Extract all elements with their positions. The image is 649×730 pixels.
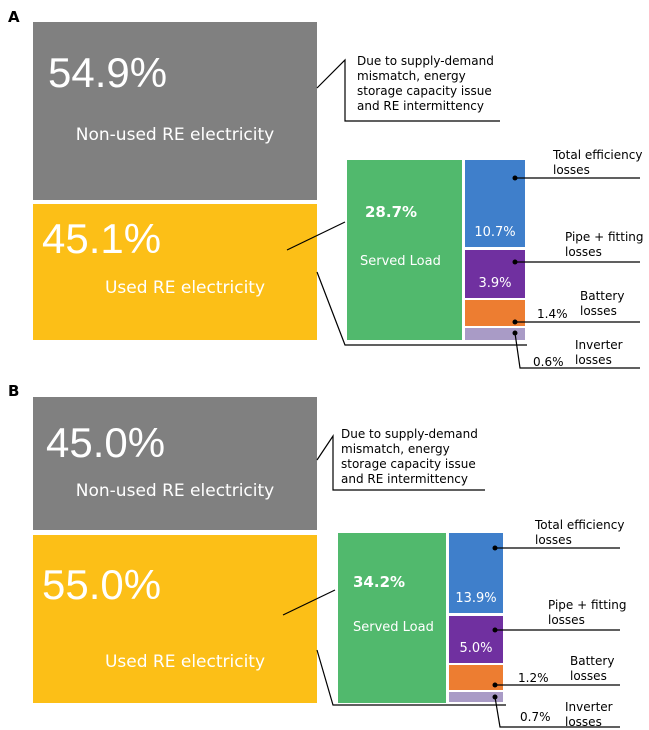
connector <box>316 58 500 122</box>
connector-dot <box>512 259 518 265</box>
loss-percent: 1.4% <box>537 307 568 321</box>
non-used-box <box>33 22 317 200</box>
loss-box <box>465 160 525 247</box>
panel-label: A <box>8 8 20 26</box>
note: Due to supply-demand <box>357 54 494 68</box>
used-label: Used RE electricity <box>104 652 266 672</box>
loss-box <box>449 616 503 663</box>
non-used-box <box>33 397 317 530</box>
note: mismatch, energy <box>341 442 450 456</box>
loss-name: Battery <box>570 654 615 668</box>
loss-name: Inverter <box>565 700 613 714</box>
loss-name: losses <box>580 304 617 318</box>
loss-percent: 5.0% <box>459 641 493 656</box>
loss-percent: 0.6% <box>533 355 564 369</box>
loss-percent: 3.9% <box>478 276 512 291</box>
served-box <box>347 160 462 340</box>
note: storage capacity issue <box>341 457 476 471</box>
note: and RE intermittency <box>341 472 468 486</box>
note: mismatch, energy <box>357 69 466 83</box>
loss-name: Pipe + fitting <box>548 598 627 612</box>
loss-box <box>465 328 525 340</box>
loss-name: losses <box>535 533 572 547</box>
loss-name: losses <box>570 669 607 683</box>
served-label: Served Load <box>353 620 434 635</box>
loss-percent: 10.7% <box>474 225 516 240</box>
used-box <box>33 204 317 340</box>
non-used-label: Non-used RE electricity <box>75 481 275 501</box>
connector <box>282 589 336 616</box>
loss-name: losses <box>565 245 602 259</box>
served-percent: 28.7% <box>365 203 418 221</box>
used-box <box>33 535 317 703</box>
used-label: Used RE electricity <box>104 278 266 298</box>
connector <box>494 696 620 728</box>
loss-name: losses <box>575 353 612 367</box>
loss-name: Battery <box>580 289 625 303</box>
loss-name: Pipe + fitting <box>565 230 644 244</box>
connector-dot <box>512 175 518 181</box>
served-label: Served Load <box>360 254 441 269</box>
loss-percent: 0.7% <box>520 710 551 724</box>
connector <box>316 649 506 706</box>
connector-dot <box>492 545 498 551</box>
served-percent: 34.2% <box>353 573 406 591</box>
connector-dot <box>492 694 498 700</box>
connector-dot <box>512 330 518 336</box>
served-box <box>338 533 446 703</box>
connector <box>514 332 640 369</box>
panel-label: B <box>8 382 20 400</box>
connector <box>286 221 346 251</box>
loss-name: losses <box>553 163 590 177</box>
non-used-percent: 54.9% <box>48 49 168 96</box>
loss-name: losses <box>565 715 602 729</box>
used-percent: 45.1% <box>42 215 162 262</box>
note: storage capacity issue <box>357 84 492 98</box>
note: and RE intermittency <box>357 99 484 113</box>
non-used-percent: 45.0% <box>46 419 166 466</box>
loss-name: Total efficiency <box>553 148 643 162</box>
non-used-label: Non-used RE electricity <box>75 125 275 145</box>
loss-name: Total efficiency <box>535 518 625 532</box>
loss-name: losses <box>548 613 585 627</box>
connector-dot <box>492 682 498 688</box>
loss-percent: 1.2% <box>518 671 549 685</box>
loss-percent: 13.9% <box>455 591 497 606</box>
connector-dot <box>512 319 518 325</box>
loss-name: Inverter <box>575 338 623 352</box>
used-percent: 55.0% <box>42 561 162 608</box>
connector <box>316 271 527 346</box>
loss-box <box>465 250 525 298</box>
connector <box>316 434 485 491</box>
note: Due to supply-demand <box>341 427 478 441</box>
connector-dot <box>492 627 498 633</box>
loss-box <box>449 692 503 702</box>
